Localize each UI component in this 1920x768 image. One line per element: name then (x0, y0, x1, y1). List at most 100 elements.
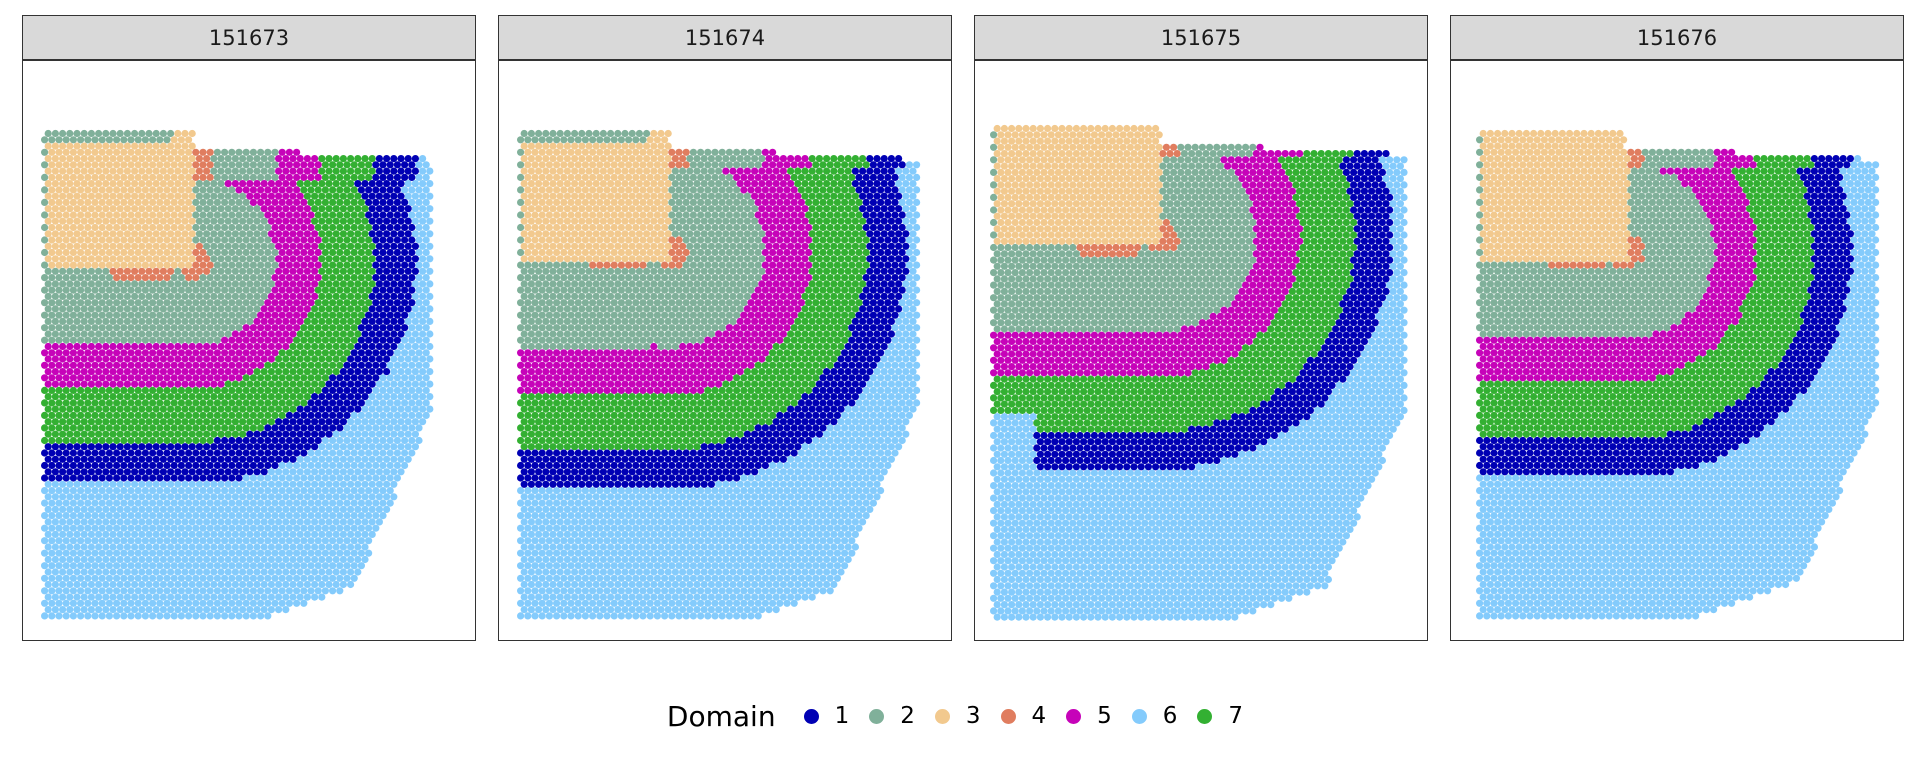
spot-domain-2 (41, 274, 49, 282)
spot-domain-1 (145, 443, 153, 451)
spot-domain-3 (113, 161, 121, 169)
spot-domain-6 (289, 593, 297, 601)
spot-domain-6 (87, 593, 95, 601)
spot-domain-1 (368, 205, 376, 213)
spot-domain-2 (55, 336, 63, 344)
spot-domain-4 (185, 274, 193, 282)
spot-domain-3 (531, 236, 539, 244)
spot-domain-6 (167, 493, 175, 501)
spot-domain-2 (711, 261, 719, 269)
spot-domain-3 (59, 230, 67, 238)
spot-domain-2 (228, 148, 236, 156)
spot-domain-5 (62, 349, 70, 357)
spot-domain-6 (257, 512, 265, 520)
spot-domain-6 (913, 198, 921, 206)
spot-domain-1 (354, 405, 362, 413)
spot-domain-5 (195, 355, 203, 363)
spot-domain-2 (185, 311, 193, 319)
spot-domain-4 (206, 261, 214, 269)
spot-domain-5 (275, 305, 283, 313)
spot-domain-7 (62, 424, 70, 432)
spot-domain-3 (592, 142, 600, 150)
spot-domain-5 (282, 180, 290, 188)
spot-domain-1 (869, 211, 877, 219)
spot-domain-5 (300, 299, 308, 307)
spot-domain-3 (639, 161, 647, 169)
spot-domain-5 (73, 380, 81, 388)
spot-domain-6 (203, 505, 211, 513)
spot-domain-6 (188, 593, 196, 601)
spot-domain-5 (267, 355, 275, 363)
spot-domain-3 (116, 142, 124, 150)
spot-domain-3 (545, 148, 553, 156)
spot-domain-6 (242, 499, 250, 507)
spot-domain-7 (311, 342, 319, 351)
spot-domain-6 (116, 543, 124, 551)
spot-domain-2 (754, 148, 762, 156)
spot-domain-6 (242, 612, 250, 620)
spot-domain-6 (913, 186, 921, 194)
spot-domain-3 (77, 198, 85, 206)
spot-domain-3 (625, 198, 633, 206)
spot-domain-4 (675, 161, 683, 169)
spot-domain-6 (368, 393, 376, 401)
spot-domain-6 (332, 555, 340, 564)
spot-domain-6 (332, 455, 340, 463)
spot-domain-2 (700, 155, 708, 163)
spot-domain-3 (131, 192, 139, 200)
spot-domain-2 (700, 217, 708, 225)
spot-domain-6 (134, 487, 142, 495)
spot-domain-6 (73, 593, 81, 601)
spot-domain-1 (264, 436, 272, 445)
spot-domain-2 (177, 299, 185, 307)
spot-domain-6 (419, 292, 427, 300)
spot-domain-7 (239, 418, 247, 426)
spot-domain-6 (898, 173, 906, 181)
spot-domain-2 (603, 136, 611, 144)
spot-domain-1 (174, 455, 182, 463)
spot-domain-7 (343, 261, 351, 269)
spot-domain-6 (354, 455, 362, 463)
spot-domain-6 (372, 487, 380, 495)
spot-domain-1 (404, 242, 412, 250)
spot-domain-2 (700, 267, 708, 275)
spot-domain-3 (152, 155, 160, 163)
spot-domain-6 (267, 593, 275, 601)
spot-domain-6 (260, 593, 268, 601)
spot-domain-7 (159, 405, 167, 413)
spot-domain-6 (401, 186, 409, 194)
spot-domain-7 (59, 393, 67, 401)
spot-domain-5 (776, 161, 784, 169)
spot-domain-7 (318, 192, 326, 200)
spot-domain-7 (329, 236, 337, 244)
spot-domain-1 (260, 468, 268, 476)
spot-domain-2 (704, 186, 712, 194)
spot-domain-7 (73, 405, 81, 413)
spot-domain-6 (228, 587, 236, 595)
spot-domain-4 (141, 274, 149, 282)
spot-domain-7 (347, 280, 355, 288)
spot-domain-7 (314, 299, 322, 307)
spot-domain-2 (733, 236, 741, 244)
spot-domain-2 (682, 236, 690, 244)
spot-domain-1 (44, 468, 52, 476)
spot-domain-6 (95, 480, 103, 488)
spot-domain-4 (679, 255, 687, 263)
spot-domain-4 (682, 161, 690, 169)
spot-domain-6 (325, 580, 333, 589)
spot-domain-7 (343, 198, 351, 206)
spot-domain-5 (303, 205, 311, 213)
spot-domain-7 (329, 173, 337, 181)
spot-domain-5 (776, 173, 784, 181)
spot-domain-1 (401, 173, 409, 181)
spot-domain-1 (401, 211, 409, 219)
spot-domain-6 (145, 593, 153, 601)
spot-domain-3 (560, 198, 568, 206)
spot-domain-7 (365, 261, 373, 269)
spot-domain-6 (141, 612, 149, 620)
spot-domain-3 (149, 236, 157, 244)
spot-domain-6 (163, 524, 171, 532)
spot-domain-6 (131, 480, 139, 488)
spot-domain-1 (354, 355, 362, 363)
spot-domain-6 (62, 587, 70, 595)
